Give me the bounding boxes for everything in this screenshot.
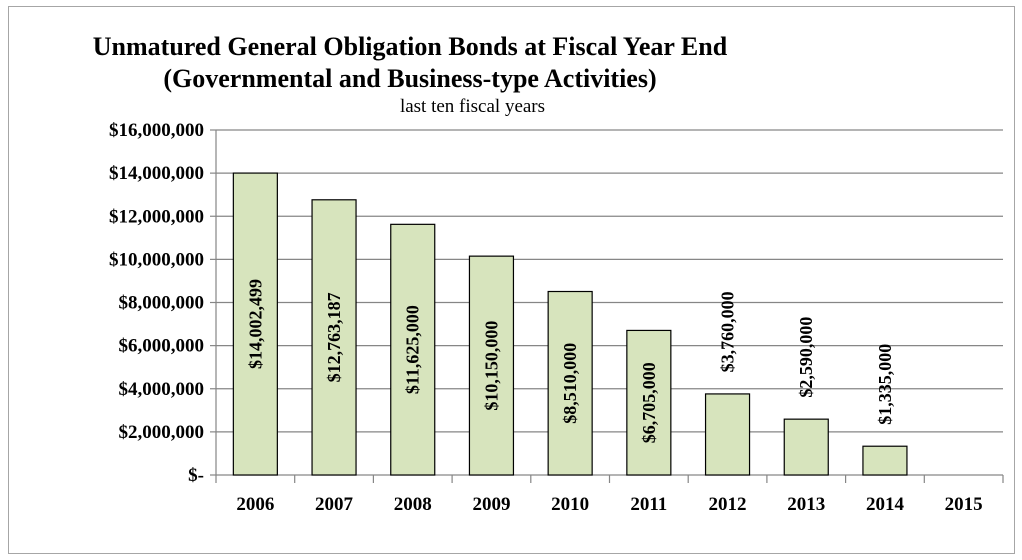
y-tick-label: $8,000,000 xyxy=(119,293,205,314)
y-tick-label: $14,000,000 xyxy=(109,163,204,184)
x-tick-label: 2008 xyxy=(394,494,432,515)
data-label-2013: $2,590,000 xyxy=(796,317,816,398)
bar-2014 xyxy=(862,445,908,476)
x-tick-label: 2015 xyxy=(945,494,983,515)
x-tick-label: 2010 xyxy=(551,494,589,515)
data-label-2010: $8,510,000 xyxy=(560,343,580,424)
data-label-2011: $6,705,000 xyxy=(639,362,659,443)
x-tick-label: 2011 xyxy=(630,494,667,515)
y-tick-label: $4,000,000 xyxy=(119,379,205,400)
y-tick-label: $12,000,000 xyxy=(109,206,204,227)
bar-2012 xyxy=(704,393,751,476)
bar-2008 xyxy=(390,223,436,476)
data-label-2007: $12,763,187 xyxy=(324,292,344,382)
data-label-2006: $14,002,499 xyxy=(245,279,265,369)
data-label-2014: $1,335,000 xyxy=(875,344,895,425)
bar-2013 xyxy=(783,418,829,476)
y-tick-label: $10,000,000 xyxy=(109,249,204,270)
chart-title: Unmatured General Obligation Bonds at Fi… xyxy=(92,32,728,61)
bar-2006 xyxy=(232,172,278,476)
y-tick-label: $6,000,000 xyxy=(119,336,205,357)
bar-2007 xyxy=(311,199,357,476)
bar-2010 xyxy=(547,290,593,476)
x-tick-label: 2009 xyxy=(472,494,510,515)
y-tick-label: $2,000,000 xyxy=(119,422,205,443)
y-tick-label: $16,000,000 xyxy=(109,120,204,141)
data-label-2009: $10,150,000 xyxy=(481,321,501,411)
y-tick-label: $- xyxy=(188,465,204,486)
chart-title-line2: (Governmental and Business-type Activiti… xyxy=(163,64,657,93)
chart-subtitle: last ten fiscal years xyxy=(399,96,546,117)
bar-2011 xyxy=(626,329,672,476)
x-tick-label: 2014 xyxy=(866,494,905,515)
x-tick-label: 2006 xyxy=(236,494,274,515)
x-tick-label: 2012 xyxy=(709,494,747,515)
bar-2009 xyxy=(468,255,515,476)
data-label-2012: $3,760,000 xyxy=(718,291,738,372)
x-tick-label: 2013 xyxy=(787,494,825,515)
x-tick-label: 2007 xyxy=(315,494,354,515)
data-label-2008: $11,625,000 xyxy=(403,305,423,394)
